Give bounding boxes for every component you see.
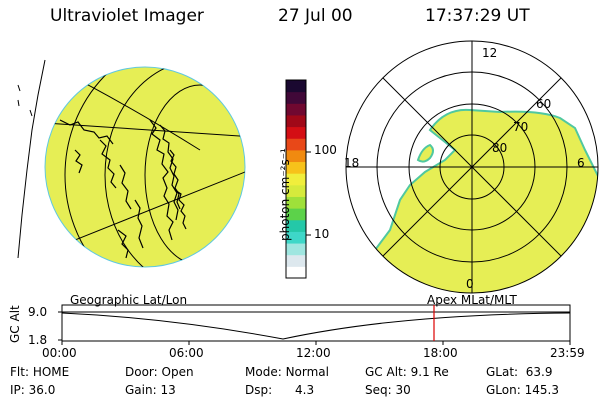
geographic-panel-label: Geographic Lat/Lon (70, 293, 188, 307)
alt-xtick-1200: 12:00 (296, 346, 331, 360)
mlt-label-18: 18 (344, 156, 360, 170)
status-glon: GLon: 145.3 (486, 383, 559, 397)
alt-ytick-9: 9.0 (28, 305, 48, 319)
mlt-label-0: 0 (466, 277, 474, 291)
colorbar-segment (286, 91, 306, 104)
colorbar-tick-100: 100 (314, 143, 337, 157)
alt-xtick-2359: 23:59 (550, 346, 585, 360)
mlat-label-80: 80 (492, 141, 508, 155)
globe-edge-marks (17, 59, 46, 259)
status-seq: Seq: 30 (365, 383, 411, 397)
colorbar-segment (286, 114, 306, 128)
status-ip: IP: 36.0 (10, 383, 56, 397)
colorbar-segment (286, 126, 306, 139)
date-label: 27 Jul 00 (278, 6, 353, 26)
colorbar-segment (286, 243, 306, 256)
coastline (59, 119, 187, 259)
colorbar-segment (286, 196, 306, 209)
status-door: Door: Open (125, 365, 194, 379)
geographic-globe (17, 59, 246, 268)
altitude-plot (58, 304, 571, 345)
colorbar-segment (286, 219, 306, 232)
polar-emission (373, 108, 598, 293)
status-dsp: Dsp: 4.3 (245, 383, 315, 397)
colorbar-segment (286, 80, 306, 93)
mlt-label-12: 12 (482, 46, 498, 60)
alt-xtick-1800: 18:00 (423, 346, 458, 360)
alt-ytick-1.8: 1.8 (28, 333, 48, 347)
altitude-curve (61, 312, 571, 340)
colorbar-unit-label: photon cm⁻²s⁻¹ (278, 148, 292, 241)
colorbar-segment (286, 173, 306, 186)
colorbar-segment (286, 231, 306, 244)
instrument-title: Ultraviolet Imager (50, 6, 204, 26)
colorbar-segment (286, 208, 306, 221)
status-mode: Mode: Normal (245, 365, 329, 379)
colorbar-segment (286, 254, 306, 267)
alt-xtick-0600: 06:00 (169, 346, 204, 360)
colorbar-segment (286, 103, 306, 116)
status-flt: Flt: HOME (10, 365, 70, 379)
status-gain: Gain: 13 (125, 383, 176, 397)
mlat-label-70: 70 (513, 120, 529, 134)
polar-plot (345, 40, 599, 294)
status-glat: GLat: 63.9 (486, 365, 553, 379)
alt-ylabel: GC Alt (8, 305, 22, 343)
alt-xtick-0000: 00:00 (42, 346, 77, 360)
time-label: 17:37:29 UT (425, 6, 530, 26)
polar-patch (416, 143, 434, 163)
colorbar-segment (286, 138, 306, 151)
color-bar (285, 79, 311, 279)
mlat-label-60: 60 (536, 97, 552, 111)
colorbar-tick-10: 10 (314, 227, 330, 241)
colorbar-segment (286, 161, 306, 174)
colorbar-segment (286, 266, 306, 279)
colorbar-segment (286, 184, 306, 197)
mlt-label-6: 6 (577, 156, 585, 170)
polar-grid (345, 40, 599, 294)
apex-panel-label: Apex MLat/MLT (427, 293, 517, 307)
status-gcalt: GC Alt: 9.1 Re (365, 365, 449, 379)
colorbar-segment (286, 149, 306, 163)
